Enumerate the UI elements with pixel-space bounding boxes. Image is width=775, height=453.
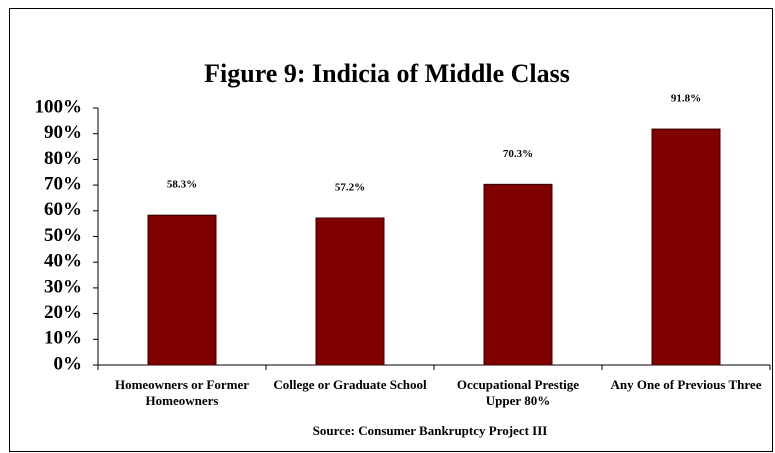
y-tick-label: 90% [44,122,82,143]
y-tick-label: 100% [35,96,83,117]
bar [315,217,385,366]
chart-title: Figure 9: Indicia of Middle Class [204,59,570,88]
x-tick-label: Any One of Previous Three [610,377,762,392]
y-tick-label: 60% [44,199,82,220]
y-tick-label: 30% [44,276,82,297]
bar [651,128,721,366]
y-tick-label: 70% [44,173,82,194]
data-label: 70.3% [503,148,533,160]
bar [147,214,217,366]
y-tick-label: 50% [44,225,82,246]
y-tick-label: 80% [44,148,82,169]
x-tick-label: College or Graduate School [273,377,427,392]
data-label: 57.2% [335,182,365,194]
y-tick-label: 0% [54,353,83,374]
x-tick-label: Homeowners or Former Homeowners [114,377,250,408]
x-axis-label: Source: Consumer Bankruptcy Project III [313,423,548,438]
bar [483,183,553,366]
data-label: 58.3% [167,179,197,191]
x-tick-label: Occupational Prestige Upper 80% [456,377,580,408]
frame [9,8,773,452]
y-tick-label: 10% [44,328,82,349]
y-tick-label: 40% [44,251,82,272]
data-label: 91.8% [671,93,701,105]
y-tick-label: 20% [44,302,82,323]
